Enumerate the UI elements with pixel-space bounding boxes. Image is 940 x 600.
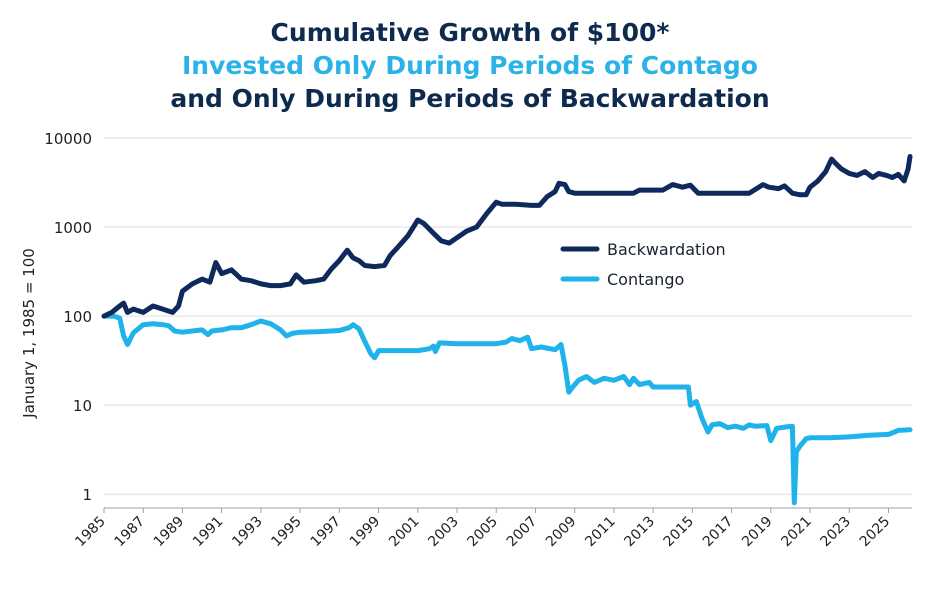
x-tick-label-1993: 1993 [229, 514, 266, 551]
x-tick-label-2011: 2011 [582, 514, 619, 551]
x-tick-label-2005: 2005 [465, 514, 502, 551]
y-tick-label-1: 1 [82, 486, 92, 504]
y-tick-label-10: 10 [73, 397, 92, 415]
y-tick-label-100: 100 [63, 308, 92, 326]
x-tick-label-1989: 1989 [151, 514, 188, 551]
legend: Backwardation Contango [560, 240, 726, 289]
x-tick-label-1997: 1997 [308, 514, 345, 551]
x-tick-label-2003: 2003 [425, 514, 462, 551]
x-tick-label-2017: 2017 [700, 514, 737, 551]
chart-title-line-1: Cumulative Growth of $100* [270, 18, 670, 47]
y-axis-label: January 1, 1985 = 100 [20, 248, 38, 419]
series-lines [101, 154, 913, 506]
x-axis-tick-labels: 1985 1987 1989 1991 1993 1995 1997 1999 2001 2003… [72, 508, 893, 550]
y-tick-label-10000: 10000 [44, 130, 92, 148]
x-tick-label-1991: 1991 [190, 514, 227, 551]
x-tick-label-2001: 2001 [386, 514, 423, 551]
y-axis-tick-labels: 1 10 100 1000 10000 [44, 130, 92, 504]
chart-title-line-3: and Only During Periods of Backwardation [170, 84, 770, 113]
legend-label-contango: Contango [607, 270, 684, 289]
series-line-contango [101, 313, 913, 506]
x-tick-label-2021: 2021 [778, 514, 815, 551]
x-tick-label-2007: 2007 [504, 514, 541, 551]
x-tick-label-1995: 1995 [268, 514, 305, 551]
x-tick-label-2013: 2013 [621, 514, 658, 551]
legend-label-backwardation: Backwardation [607, 240, 726, 259]
x-tick-label-2025: 2025 [857, 514, 894, 551]
x-tick-label-2023: 2023 [818, 514, 855, 551]
x-tick-label-1987: 1987 [112, 514, 149, 551]
chart-title-line-2: Invested Only During Periods of Contago [181, 51, 758, 80]
x-tick-label-1999: 1999 [347, 514, 384, 551]
y-tick-label-1000: 1000 [54, 219, 92, 237]
x-tick-label-2019: 2019 [739, 514, 776, 551]
grid-lines [104, 137, 912, 495]
x-tick-label-1985: 1985 [72, 514, 109, 551]
x-tick-label-2009: 2009 [543, 514, 580, 551]
x-tick-label-2015: 2015 [661, 514, 698, 551]
series-line-backwardation [101, 154, 913, 319]
